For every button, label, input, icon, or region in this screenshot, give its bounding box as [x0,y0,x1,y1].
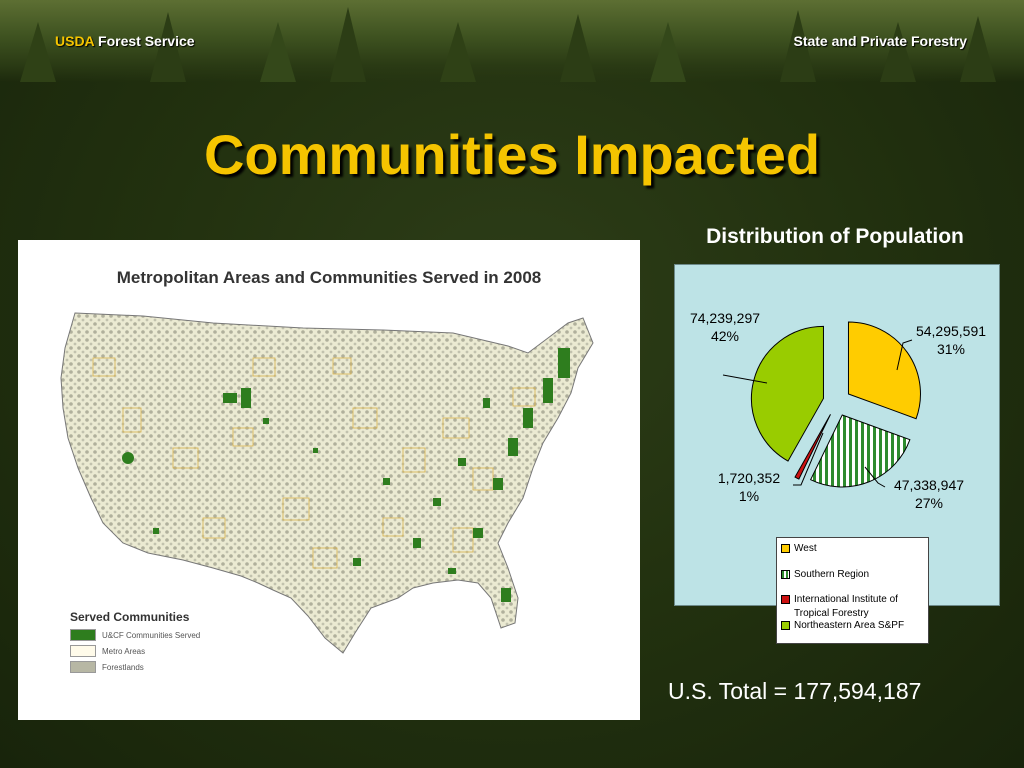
chart-legend-item: International Institute of Tropical Fore… [781,593,922,621]
chart-legend-item: Northeastern Area S&PF [781,619,904,633]
map-legend-title: Served Communities [70,610,190,624]
map-legend: Served Communities U&CF Communities Serv… [70,610,200,676]
chart-legend-item: West [781,542,817,556]
legend-swatch [70,645,96,657]
us-landmass [60,312,594,654]
legend-label: Forestlands [102,662,144,672]
slide-title: Communities Impacted [203,123,821,186]
legend-label: International Institute of Tropical Fore… [794,594,898,619]
map-legend-item: Metro Areas [70,644,200,658]
header-banner: USDA Forest Service State and Private Fo… [0,0,1024,82]
leader-line [896,339,913,371]
us-map [60,312,594,654]
legend-label: Northeastern Area S&PF [794,620,905,631]
chart-title: Distribution of Population [706,225,964,248]
map-panel: Metropolitan Areas and Communities Serve… [18,240,640,720]
slice-label-northeastern: 74,239,297 42% [679,309,771,345]
legend-label: Metro Areas [102,646,146,656]
us-total: U.S. Total = 177,594,187 [668,678,922,704]
agency-label: USDA Forest Service [55,33,195,49]
slice-iitf [794,414,831,480]
map-legend-item: Forestlands [70,660,200,674]
legend-swatch [70,629,96,641]
map-legend-item: U&CF Communities Served [70,628,200,642]
leader-line [793,432,824,486]
legend-swatch [781,544,790,553]
slice-value: 54,295,591 [915,323,987,339]
slice-value: 74,239,297 [689,310,761,326]
legend-swatch [781,570,790,579]
slice-northeastern [750,325,824,462]
leader-line [722,374,768,384]
slice-percent: 42% [710,328,740,344]
usda-text: USDA [55,33,95,49]
legend-swatch [70,661,96,673]
pie-chart [722,321,921,488]
program-label: State and Private Forestry [793,33,967,49]
slice-value: 47,338,947 [893,477,965,493]
slice-percent: 27% [914,495,944,511]
legend-label: Southern Region [794,569,870,580]
slice-percent: 1% [738,488,760,504]
legend-swatch [781,595,790,604]
chart-legend-item: Southern Region [781,568,869,582]
leader-line [864,466,886,488]
slice-value: 1,720,352 [717,470,781,486]
map-title: Metropolitan Areas and Communities Serve… [116,268,542,287]
slice-label-west: 54,295,591 31% [905,322,997,358]
pie-chart-panel: 74,239,297 42% 54,295,591 31% 1,720,352 … [674,264,1000,644]
forest-service-text: Forest Service [98,33,195,49]
slice-label-southern: 47,338,947 27% [881,476,977,512]
chart-legend: West Southern Region International Insti… [776,537,929,644]
legend-label: West [794,543,817,554]
communities-served-markers [122,348,570,602]
slice-southern [809,414,911,488]
slice-percent: 31% [936,341,966,357]
metro-area-outlines [92,357,536,569]
legend-label: U&CF Communities Served [102,630,201,640]
slice-west [847,321,921,420]
slice-label-iitf: 1,720,352 1% [705,469,793,505]
legend-swatch [781,621,790,630]
